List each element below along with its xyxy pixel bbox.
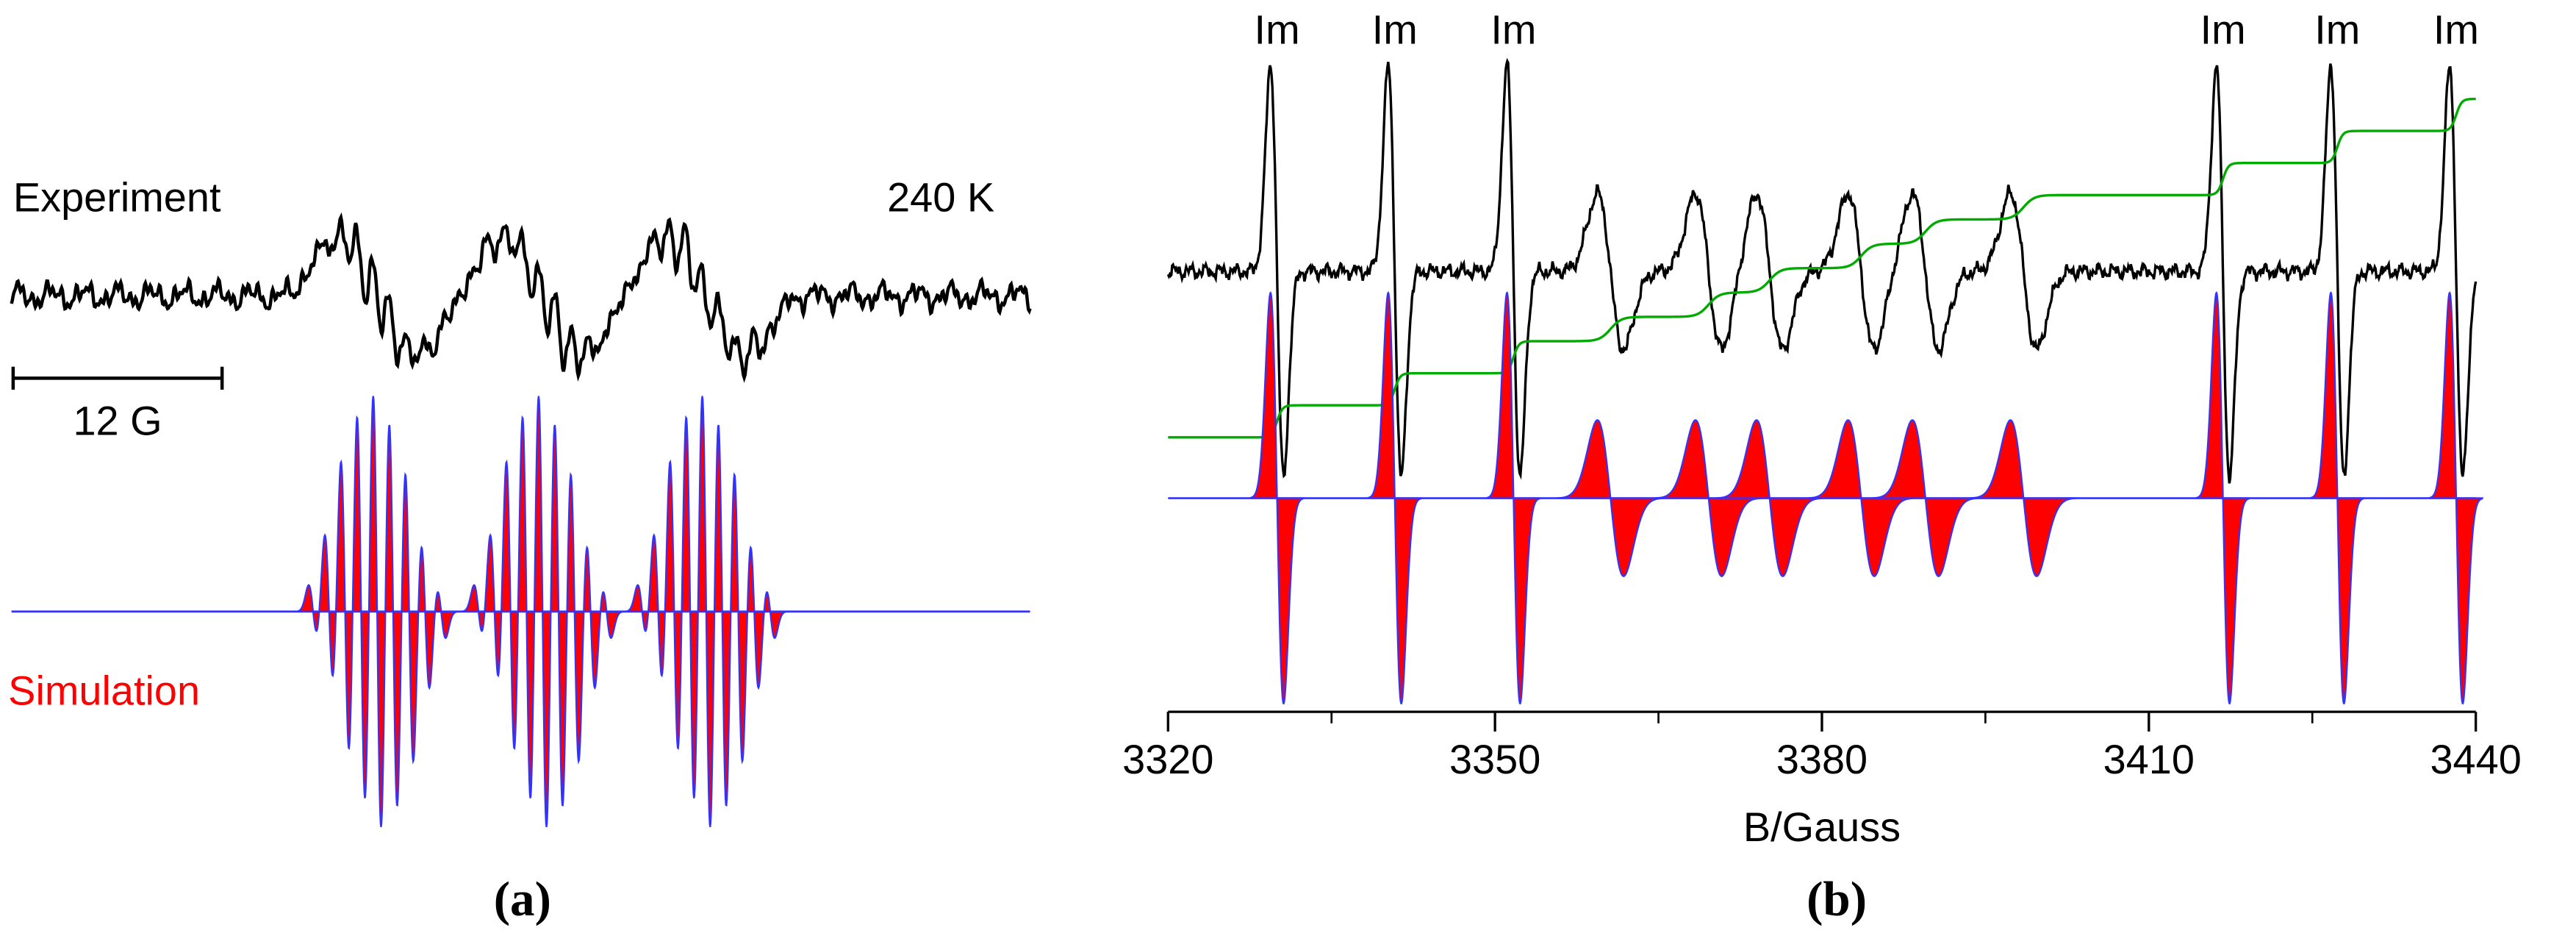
line-label: Im [1255, 7, 1300, 53]
x-tick-label: 3440 [2430, 736, 2521, 782]
simulation-line [1872, 419, 1981, 577]
experiment-label: Experiment [13, 174, 221, 221]
experiment-trace [1166, 57, 2478, 484]
simulation-line [1486, 291, 1541, 705]
line-label: Im [1372, 7, 1418, 53]
x-axis-label: B/Gauss [1743, 804, 1901, 850]
simulation-line [1249, 291, 1305, 705]
simulation-line [2429, 291, 2484, 705]
line-label: Im [2314, 7, 2360, 53]
simulation-line [1970, 419, 2079, 577]
x-tick-label: 3320 [1122, 736, 1213, 782]
experiment-trace [10, 212, 1032, 383]
panel-label: (b) [1807, 871, 1867, 926]
line-label: Im [2200, 7, 2246, 53]
line-label: Im [2433, 7, 2479, 53]
temperature-label: 240 K [887, 174, 994, 221]
panel-label: (a) [494, 871, 551, 926]
simulation-label: Simulation [8, 667, 200, 713]
simulation-line [1716, 419, 1825, 577]
x-tick-label: 3380 [1776, 736, 1868, 782]
scale-bar-label: 12 G [73, 398, 162, 444]
simulation-line [2310, 291, 2365, 705]
x-tick-label: 3410 [2103, 736, 2195, 782]
scale-bar [11, 366, 224, 390]
line-label: Im [1490, 7, 1536, 53]
simulation-line [2195, 291, 2250, 705]
x-tick-label: 3350 [1449, 736, 1540, 782]
simulation-line [1368, 291, 1422, 705]
simulation-line [1557, 419, 1666, 577]
simulation-multiplet [601, 396, 811, 828]
